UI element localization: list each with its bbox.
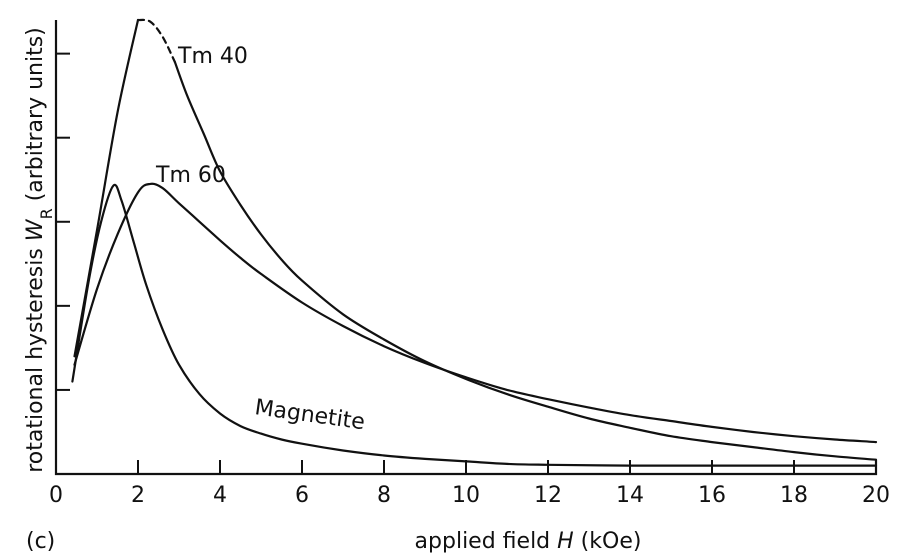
x-axis-ticks xyxy=(55,460,877,474)
x-tick-label-7: 14 xyxy=(616,483,644,508)
x-axis-label: applied field H (kOe) xyxy=(415,529,642,554)
x-tick-label-9: 18 xyxy=(780,483,808,508)
x-tick-label-5: 10 xyxy=(452,483,480,508)
x-tick-label-8: 16 xyxy=(698,483,726,508)
series-label-magnetite: Magnetite xyxy=(253,395,366,435)
series-curves xyxy=(71,18,878,467)
x-tick-label-0: 0 xyxy=(49,483,63,508)
x-axis-tick-labels: 0 2 4 6 8 10 12 14 16 18 20 xyxy=(49,483,890,508)
series-label-tm60: Tm 60 xyxy=(155,163,226,188)
plot-area xyxy=(54,20,878,476)
y-axis-ticks xyxy=(56,52,70,391)
series-label-tm40: Tm 40 xyxy=(177,44,248,69)
x-tick-label-10: 20 xyxy=(862,483,890,508)
axis-frame xyxy=(54,20,878,476)
x-tick-label-2: 4 xyxy=(213,483,227,508)
series-tm60-line xyxy=(73,182,878,444)
x-tick-label-4: 8 xyxy=(377,483,391,508)
x-tick-label-6: 12 xyxy=(534,483,562,508)
panel-label: (c) xyxy=(26,529,55,554)
y-axis-label: rotational hysteresis WR (arbitrary unit… xyxy=(23,27,56,473)
series-magnetite-line xyxy=(71,183,878,467)
series-tm40-line-dashed xyxy=(136,18,176,64)
x-tick-label-1: 2 xyxy=(131,483,145,508)
x-tick-label-3: 6 xyxy=(295,483,309,508)
